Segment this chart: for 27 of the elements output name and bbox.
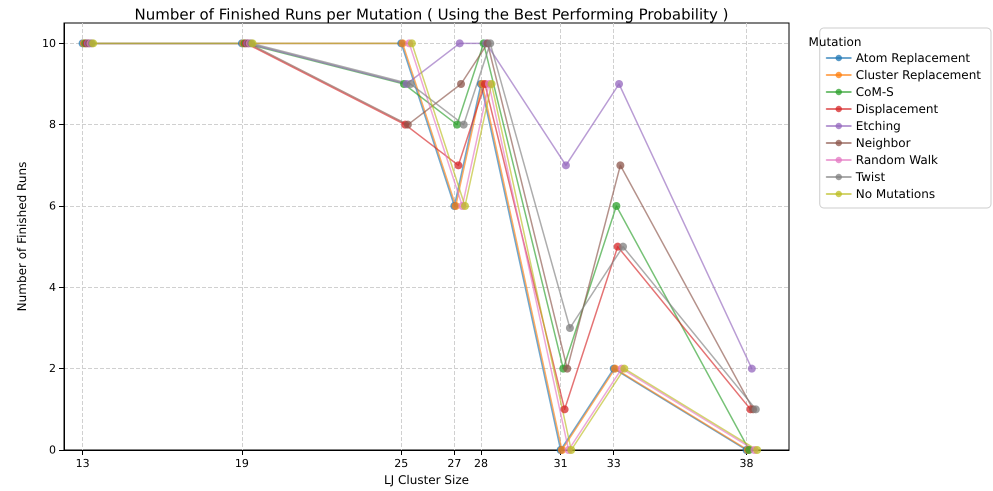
legend-label: Atom Replacement [856,51,970,65]
x-tick-label: 33 [606,457,621,470]
legend-label: Twist [854,170,886,184]
x-tick-label: 13 [76,457,90,470]
legend-label: CoM-S [856,85,894,99]
x-tick-label: 28 [474,457,488,470]
legend-label: Neighbor [856,136,911,150]
x-tick-label: 25 [394,457,408,470]
y-tick-label: 2 [49,362,56,376]
legend-label: Cluster Replacement [856,68,982,82]
legend-label: No Mutations [856,187,936,201]
y-tick-label: 0 [49,444,56,456]
legend-title: Mutation [808,35,862,49]
x-axis-title: LJ Cluster Size [384,473,470,487]
x-tick-label: 27 [447,457,462,470]
legend-label: Random Walk [856,153,938,167]
x-tick-label: 19 [234,457,249,470]
legend-label: Displacement [856,102,939,116]
legend-label: Etching [856,119,901,133]
x-tick-label: 31 [554,457,568,470]
chart-title: Number of Finished Runs per Mutation ( Using the Best Performing Probability ) [134,6,729,24]
y-tick-label: 4 [49,280,56,294]
y-axis-title: Number of Finished Runs [15,162,29,312]
y-tick-label: 6 [49,200,56,212]
x-tick-label: 38 [740,457,754,470]
y-tick-label: 10 [42,36,56,50]
y-tick-label: 8 [49,118,56,132]
